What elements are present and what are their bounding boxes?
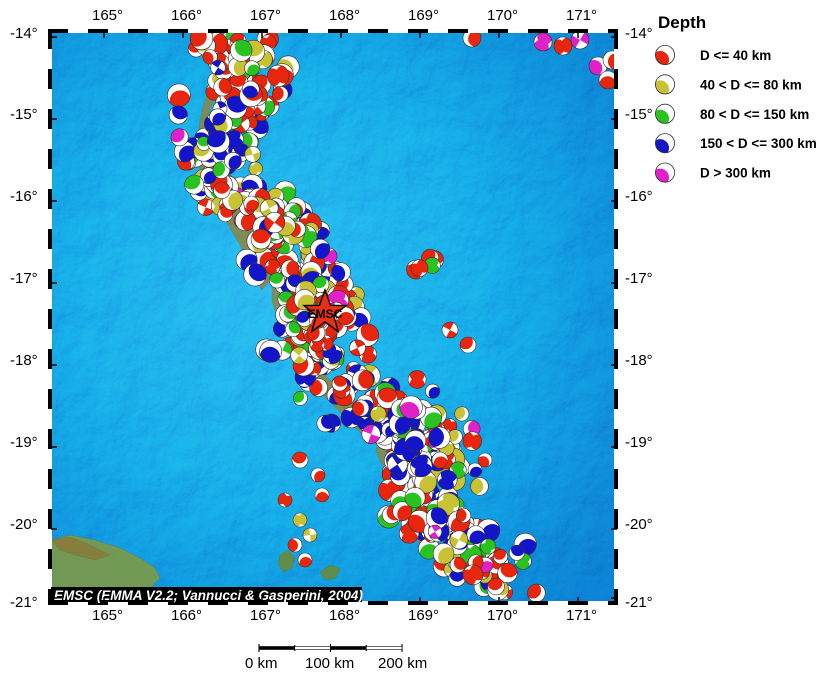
svg-text:80 < D <= 150 km: 80 < D <= 150 km [700, 107, 809, 122]
svg-text:D > 300 km: D > 300 km [700, 166, 771, 181]
svg-text:40 < D <= 80 km: 40 < D <= 80 km [700, 77, 802, 92]
svg-text:150 < D <= 300 km: 150 < D <= 300 km [700, 136, 817, 151]
svg-text:D <= 40 km: D <= 40 km [700, 48, 771, 63]
